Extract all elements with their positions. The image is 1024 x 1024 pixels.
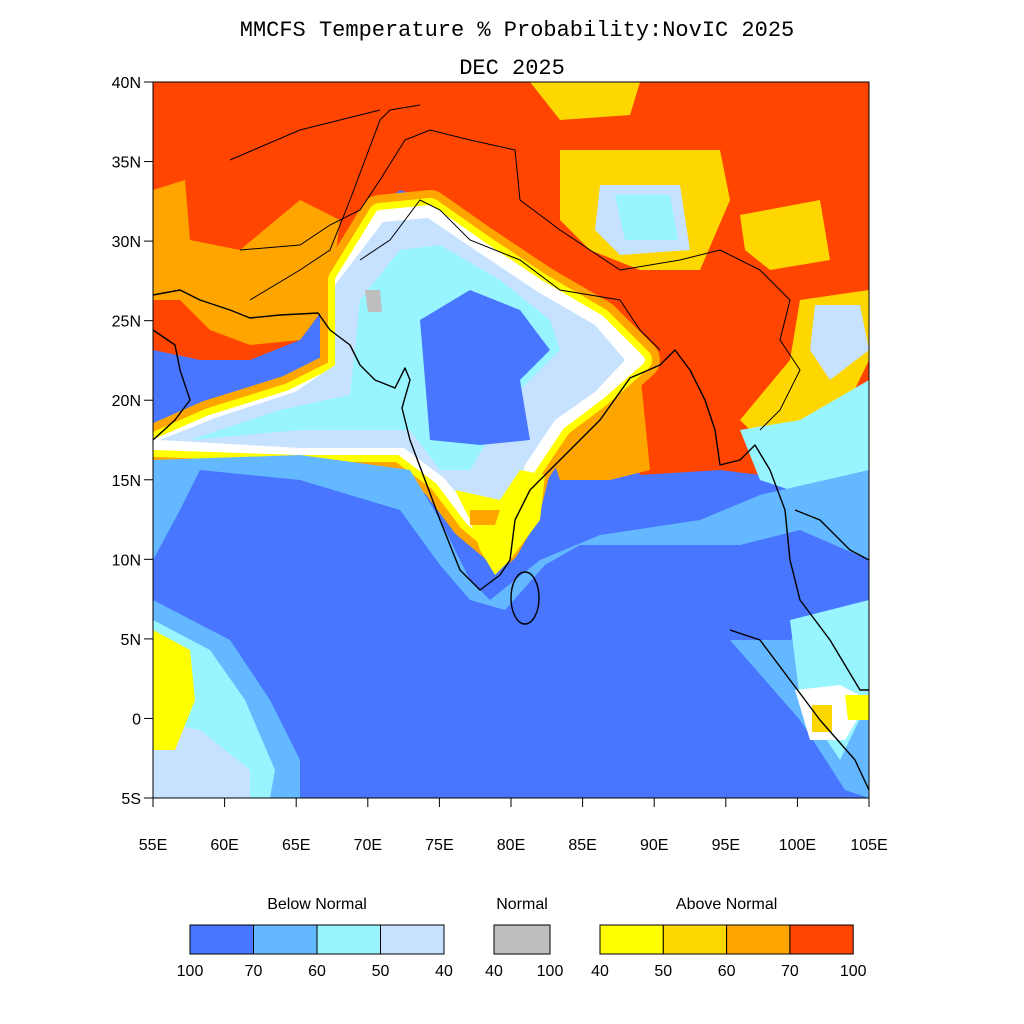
lon-label: 105E	[850, 837, 887, 854]
lon-label: 100E	[779, 837, 816, 854]
map-field	[153, 82, 869, 798]
legend-label: 50	[654, 963, 672, 980]
legend-label: 40	[485, 963, 503, 980]
title: MMCFS Temperature % Probability:NovIC 20…	[240, 18, 795, 43]
lat-label: 25N	[112, 314, 141, 331]
legend-label: 40	[435, 963, 453, 980]
legend-swatch	[189, 924, 254, 955]
legend-label: 70	[781, 963, 799, 980]
lat-label: 10N	[112, 552, 141, 569]
lon-label: 95E	[712, 837, 740, 854]
legend-title: Below Normal	[267, 896, 367, 913]
legend-title: Above Normal	[676, 896, 777, 913]
legend-swatch	[789, 924, 854, 955]
lat-label: 40N	[112, 75, 141, 92]
legend-swatch	[253, 924, 318, 955]
legend-swatch	[599, 924, 664, 955]
legend-label: 60	[308, 963, 326, 980]
legend-label: 70	[245, 963, 263, 980]
lat-label: 30N	[112, 234, 141, 251]
lon-label: 80E	[497, 837, 525, 854]
lon-label: 75E	[425, 837, 453, 854]
lat-label: 20N	[112, 393, 141, 410]
legend-swatch	[726, 924, 791, 955]
legend-label: 40	[591, 963, 609, 980]
lon-label: 65E	[282, 837, 310, 854]
lat-label: 15N	[112, 473, 141, 490]
legend-swatch	[316, 924, 381, 955]
legend-swatch	[380, 924, 445, 955]
lon-label: 70E	[354, 837, 382, 854]
lat-label: 5S	[121, 791, 141, 808]
lon-label: 55E	[139, 837, 167, 854]
legend-title: Normal	[496, 896, 548, 913]
legend-swatch	[662, 924, 728, 955]
legend-label: 100	[177, 963, 204, 980]
lon-label: 85E	[568, 837, 596, 854]
legend-label: 50	[372, 963, 390, 980]
lat-label: 0	[132, 711, 141, 728]
lat-label: 5N	[121, 632, 141, 649]
lon-label: 60E	[210, 837, 238, 854]
subtitle: DEC 2025	[459, 56, 565, 81]
lat-label: 35N	[112, 155, 141, 172]
legend-label: 100	[537, 963, 564, 980]
lon-label: 90E	[640, 837, 668, 854]
legend-label: 100	[840, 963, 867, 980]
coastlines	[152, 104, 870, 791]
legend-label: 60	[718, 963, 736, 980]
legend-swatch	[493, 924, 551, 955]
